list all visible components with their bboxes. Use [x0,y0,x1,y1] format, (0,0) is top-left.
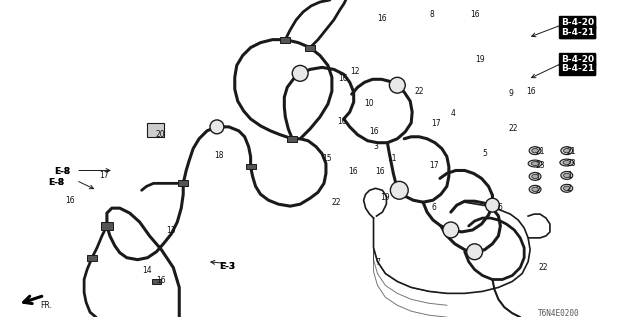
Ellipse shape [563,148,570,153]
Text: 21: 21 [535,147,545,156]
Bar [147,123,164,137]
Text: 17: 17 [429,161,438,170]
Ellipse shape [528,160,542,167]
Text: 22: 22 [332,198,341,207]
Text: 19: 19 [380,193,390,202]
Text: 9: 9 [508,89,513,98]
Text: 16: 16 [348,166,357,175]
Text: B-4-20: B-4-20 [561,54,594,63]
Text: B-4-21: B-4-21 [561,28,594,37]
Text: 10: 10 [365,99,374,108]
Text: 16: 16 [369,127,379,136]
Ellipse shape [532,187,538,191]
Text: 16: 16 [65,196,75,205]
Ellipse shape [561,184,573,192]
Text: 2: 2 [535,186,540,195]
Text: B-4-20: B-4-20 [561,54,594,63]
Ellipse shape [529,185,541,193]
Text: 12: 12 [349,68,359,76]
Text: 16: 16 [378,14,387,23]
Text: 16: 16 [338,74,348,83]
Text: 16: 16 [376,166,385,175]
Circle shape [210,120,224,134]
Text: 2: 2 [567,184,572,193]
Text: 16: 16 [156,276,166,284]
Text: 4: 4 [451,109,456,118]
Ellipse shape [563,173,570,178]
Circle shape [292,65,308,81]
Text: 17: 17 [99,172,109,180]
Circle shape [486,198,499,212]
Bar [87,255,97,261]
Text: E-8: E-8 [49,179,65,188]
Text: E-3: E-3 [219,262,235,271]
Text: 1: 1 [535,173,540,182]
Ellipse shape [531,162,539,165]
Bar [287,136,297,142]
Text: B-4-20: B-4-20 [561,18,594,27]
Text: B-4-20: B-4-20 [561,18,594,27]
Ellipse shape [563,161,571,164]
Text: 22: 22 [538,263,548,272]
Text: E-3: E-3 [219,262,235,271]
Text: FR.: FR. [40,301,52,310]
Bar [101,222,113,229]
Ellipse shape [561,172,573,180]
Text: 18: 18 [214,151,223,160]
Text: 5: 5 [483,149,488,158]
Text: 16: 16 [470,10,480,19]
Text: 11: 11 [387,154,397,163]
Ellipse shape [532,174,538,179]
Text: E-8: E-8 [54,166,70,175]
Text: 13: 13 [166,226,176,235]
Text: 22: 22 [508,124,518,133]
Text: 19: 19 [476,54,485,63]
Text: 23: 23 [567,159,577,168]
Text: 8: 8 [429,10,434,19]
Text: B-4-21: B-4-21 [561,64,594,73]
Text: 21: 21 [567,147,576,156]
Circle shape [390,181,408,199]
Text: 6: 6 [497,203,502,212]
Text: 16: 16 [337,117,346,126]
Bar [246,164,255,170]
Circle shape [389,77,405,93]
Circle shape [467,244,483,260]
Text: 3: 3 [374,142,378,151]
Bar [280,37,291,43]
Circle shape [443,222,459,238]
Text: B-4-21: B-4-21 [561,64,594,73]
Ellipse shape [529,172,541,180]
Bar [305,44,315,51]
Text: B-4-21: B-4-21 [561,28,594,37]
Ellipse shape [529,147,541,155]
Text: 20: 20 [156,130,165,139]
Text: E-8: E-8 [54,166,70,175]
Bar [152,278,161,284]
Text: 7: 7 [376,258,380,267]
Ellipse shape [563,186,570,190]
Text: T6N4E0200: T6N4E0200 [538,309,580,318]
Text: 14: 14 [143,266,152,275]
Text: 17: 17 [431,119,440,128]
Text: 16: 16 [526,87,536,96]
Text: 1: 1 [567,172,572,180]
Text: E-8: E-8 [49,179,65,188]
Text: 23: 23 [535,161,545,170]
Text: 6: 6 [431,203,436,212]
Ellipse shape [560,159,573,166]
Text: 22: 22 [414,87,424,96]
Bar [179,180,188,186]
Ellipse shape [532,148,538,153]
Ellipse shape [561,147,573,155]
Text: 15: 15 [322,154,332,163]
